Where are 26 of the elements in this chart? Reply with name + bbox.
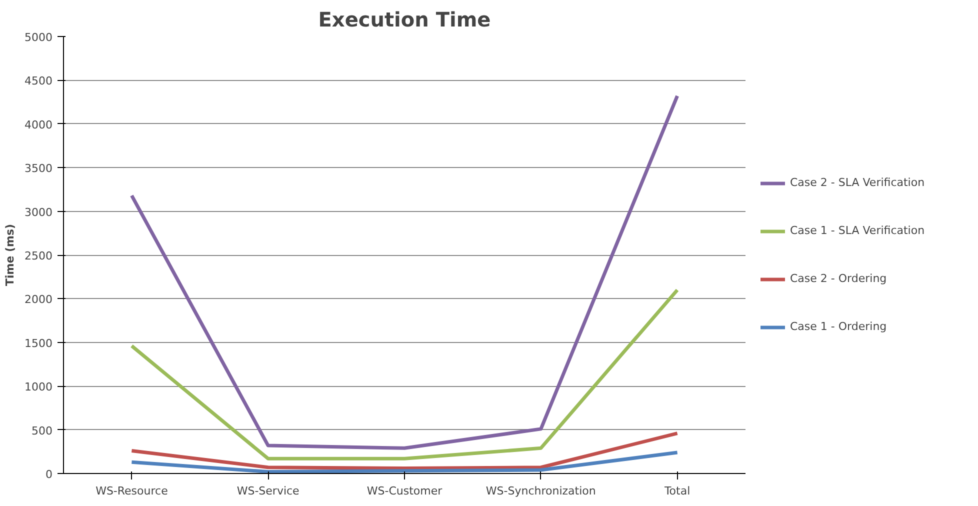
legend-label: Case 1 - Ordering (790, 320, 887, 333)
y-tick-label: 0 (46, 468, 52, 481)
legend-label: Case 2 - SLA Verification (790, 176, 925, 189)
y-tick-label: 2500 (24, 250, 53, 262)
y-tick-label: 3000 (24, 206, 53, 219)
line-series (130, 432, 680, 470)
legend-label: Case 2 - Ordering (790, 272, 887, 285)
y-tick-label: 500 (32, 424, 53, 438)
x-tick-label: WS-Customer (366, 484, 443, 498)
y-tick-label: 5000 (24, 31, 53, 44)
y-axis-title: Time (ms) (4, 224, 17, 286)
y-tick-label: 1500 (24, 336, 53, 350)
y-tick-label: 2000 (24, 293, 53, 306)
y-tick-label: 4500 (24, 74, 53, 88)
y-tick-label: 4000 (24, 118, 53, 132)
y-tick-label: 3500 (24, 162, 53, 176)
line-series (130, 450, 680, 474)
legend-label: Case 1 - SLA Verification (790, 224, 925, 237)
line-series (130, 288, 680, 460)
x-tick-label: WS-Resource (96, 484, 168, 498)
line-series (130, 94, 680, 450)
x-tick-label: WS-Synchronization (486, 484, 596, 498)
y-tick-label: 1000 (24, 380, 53, 394)
chart-title: Execution Time (318, 8, 491, 32)
x-tick-label: Total (663, 484, 690, 498)
x-tick-label: WS-Service (236, 484, 300, 498)
